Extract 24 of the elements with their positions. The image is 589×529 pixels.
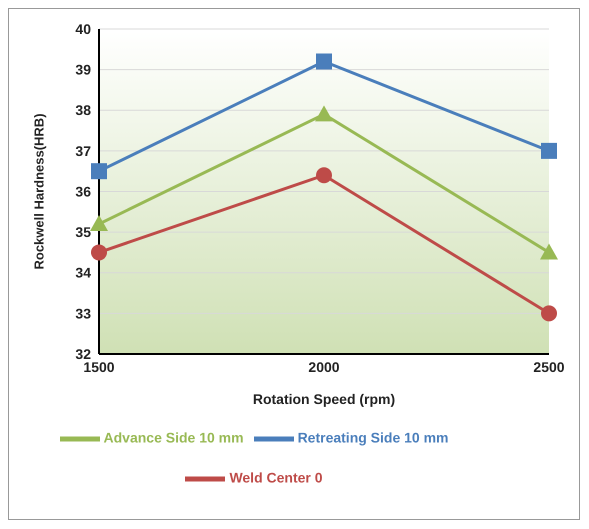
point — [91, 244, 107, 260]
point — [316, 54, 332, 70]
legend-label: Advance Side 10 mm — [104, 430, 244, 446]
legend-label: Retreating Side 10 mm — [298, 430, 448, 446]
legend-label: Weld Center 0 — [229, 470, 323, 486]
point — [91, 163, 107, 180]
y-tick-label: 33 — [75, 305, 92, 322]
point — [315, 105, 333, 122]
y-tick-label: 34 — [75, 264, 92, 281]
y-tick-label: 37 — [75, 142, 92, 159]
y-tick-label: 36 — [75, 183, 92, 200]
point — [540, 243, 558, 260]
y-tick-label: 40 — [75, 20, 92, 37]
x-axis-title: Rotation Speed (rpm) — [252, 391, 396, 407]
y-tick-label: 35 — [75, 224, 92, 240]
y-tick-label: 39 — [75, 62, 92, 78]
point — [541, 305, 557, 322]
point — [90, 215, 108, 231]
x-tick-label: 2000 — [308, 358, 340, 375]
x-tick-label: 2500 — [533, 358, 565, 375]
point — [541, 142, 557, 159]
point — [316, 167, 332, 184]
y-tick-label: 38 — [75, 102, 92, 118]
y-axis-title: Rockwell Hardness(HRB) — [32, 113, 47, 270]
